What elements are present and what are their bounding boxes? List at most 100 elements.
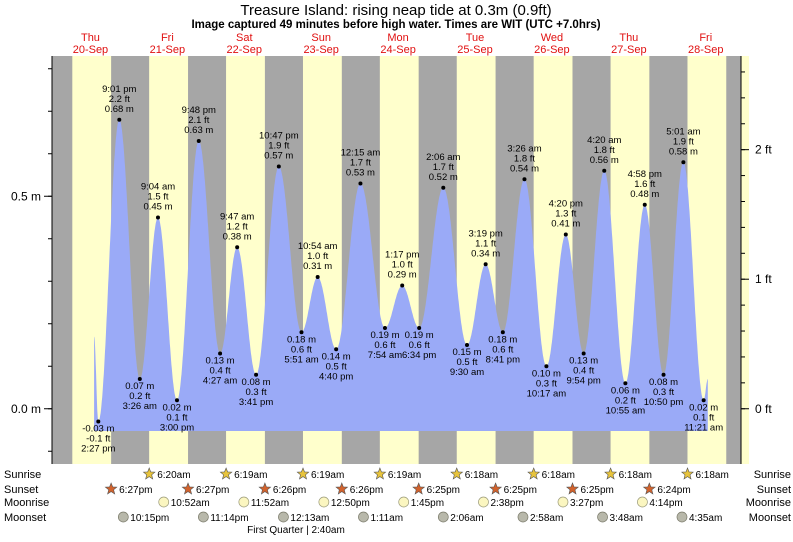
tide-point-high bbox=[681, 160, 686, 165]
sunrise-row-label-right: Sunrise bbox=[754, 469, 791, 481]
tide-label-high: 0.57 m bbox=[264, 151, 293, 162]
moon-phase-label: First Quarter | 2:40am bbox=[247, 525, 345, 536]
tide-label-high: 0.63 m bbox=[184, 125, 213, 136]
tide-label-high: 0.48 m bbox=[630, 189, 659, 200]
tide-label-high: 0.38 m bbox=[223, 231, 252, 242]
moonset-icon bbox=[117, 511, 129, 523]
tide-point-low bbox=[299, 330, 304, 335]
tide-point-high bbox=[602, 168, 607, 173]
moonrise-icon bbox=[158, 496, 170, 508]
sunset-time: 6:26pm bbox=[350, 485, 383, 496]
sunset-icon bbox=[258, 482, 272, 495]
tide-label-low: 10:17 am bbox=[527, 388, 567, 399]
right-margin-band bbox=[741, 56, 749, 464]
tide-label-high: 0.41 m bbox=[551, 219, 580, 230]
tide-label-low: 10:55 am bbox=[606, 405, 646, 416]
tide-label-high: 1.3 ft bbox=[555, 209, 576, 220]
tide-label-high: 0.53 m bbox=[346, 168, 375, 179]
moonrise-time: 2:38pm bbox=[490, 498, 523, 509]
moonrise-time: 4:14pm bbox=[649, 498, 682, 509]
chart-title: Treasure Island: rising neap tide at 0.3… bbox=[240, 2, 551, 19]
sunset-row-label-left: Sunset bbox=[4, 484, 38, 496]
sunset-icon bbox=[104, 482, 118, 495]
tide-label-low: 0.6 ft bbox=[492, 344, 513, 355]
moonset-time: 2:06am bbox=[450, 513, 483, 524]
sunset-time: 6:24pm bbox=[657, 485, 690, 496]
moonrise-time: 12:50pm bbox=[331, 498, 370, 509]
sunset-icon bbox=[489, 482, 503, 495]
moonset-time: 2:58am bbox=[530, 513, 563, 524]
tide-label-high: 1.1 ft bbox=[475, 238, 496, 249]
sunrise-icon bbox=[142, 467, 156, 480]
day-weekday-label: Wed bbox=[541, 32, 563, 44]
tide-point-high bbox=[441, 185, 446, 190]
tide-label-low: 0.19 m bbox=[370, 330, 399, 341]
tide-label-high: 0.58 m bbox=[669, 146, 698, 157]
moonrise-icon bbox=[398, 496, 410, 508]
day-weekday-label: Thu bbox=[619, 32, 638, 44]
tide-label-high: 0.45 m bbox=[143, 202, 172, 213]
tide-point-high bbox=[563, 232, 568, 237]
moonset-icon bbox=[597, 511, 608, 523]
moonset-icon bbox=[358, 511, 369, 523]
sunrise-time: 6:20am bbox=[157, 470, 190, 481]
tide-label-low: 10:50 pm bbox=[644, 397, 684, 408]
day-date-label: 27-Sep bbox=[611, 44, 646, 56]
tide-label-high: 9:48 pm bbox=[182, 105, 216, 116]
moonset-time: 12:13am bbox=[290, 513, 329, 524]
sunrise-icon bbox=[373, 467, 387, 480]
tide-label-high: 10:54 am bbox=[298, 241, 338, 252]
moonset-row-label-right: Moonset bbox=[749, 512, 791, 524]
moonrise-row-label-left: Moonrise bbox=[4, 497, 49, 509]
tide-label-low: 3:41 pm bbox=[239, 397, 273, 408]
sunrise-time: 6:18am bbox=[695, 470, 728, 481]
tide-label-high: 1:17 pm bbox=[385, 250, 419, 261]
sunrise-icon bbox=[450, 467, 464, 480]
sunrise-icon bbox=[219, 467, 233, 480]
moonrise-icon bbox=[637, 496, 648, 508]
tide-point-high bbox=[315, 275, 320, 279]
tide-label-high: 2:06 am bbox=[426, 152, 460, 163]
tide-point-low bbox=[661, 372, 666, 377]
tide-label-low: 0.06 m bbox=[611, 385, 640, 396]
sunset-icon bbox=[642, 482, 656, 495]
day-weekday-label: Sun bbox=[311, 32, 331, 44]
sunset-time: 6:26pm bbox=[273, 485, 306, 496]
sunset-time: 6:25pm bbox=[580, 485, 613, 496]
tide-label-low: 6:34 pm bbox=[402, 350, 436, 361]
tide-label-high: 0.68 m bbox=[105, 104, 134, 115]
tide-label-high: 1.0 ft bbox=[392, 260, 413, 271]
tide-label-low: 7:54 am bbox=[368, 350, 402, 361]
tide-label-low: 0.10 m bbox=[532, 368, 561, 379]
sunset-icon bbox=[181, 482, 195, 495]
moonset-time: 3:48am bbox=[610, 513, 643, 524]
tide-label-low: 0.2 ft bbox=[615, 395, 636, 406]
tide-label-high: 4:58 pm bbox=[628, 169, 662, 180]
tide-point-low bbox=[500, 330, 505, 335]
tide-label-high: 1.9 ft bbox=[268, 141, 289, 152]
day-date-label: 20-Sep bbox=[73, 44, 108, 56]
tide-point-high bbox=[522, 177, 527, 182]
tide-label-low: 0.15 m bbox=[452, 347, 481, 358]
tide-labels: -0.03 m-0.1 ft2:27 pm 9:01 pm2.2 ft0.68 m… bbox=[81, 84, 723, 455]
day-weekday-label: Sat bbox=[236, 32, 253, 44]
day-weekday-label: Fri bbox=[699, 32, 712, 44]
tide-point-low bbox=[137, 377, 142, 381]
tide-label-low: 0.08 m bbox=[242, 377, 271, 388]
moonset-icon bbox=[437, 511, 449, 523]
tide-label-low: 0.18 m bbox=[488, 334, 517, 345]
moonset-time: 11:14pm bbox=[210, 513, 248, 524]
tide-label-high: 9:47 am bbox=[220, 211, 254, 222]
tide-label-low: 0.02 m bbox=[162, 402, 191, 413]
tide-point-high bbox=[155, 215, 160, 220]
sunrise-time: 6:18am bbox=[542, 470, 575, 481]
tide-point-low bbox=[701, 398, 706, 403]
sunset-row-label-right: Sunset bbox=[757, 484, 791, 496]
tide-point-low bbox=[623, 381, 628, 386]
tide-point-low bbox=[382, 326, 387, 330]
tide-label-high: 9:01 pm bbox=[102, 84, 136, 95]
tide-label-high: 10:47 pm bbox=[259, 131, 299, 142]
sunset-icon bbox=[566, 482, 579, 495]
tide-label-low: 4:40 pm bbox=[319, 371, 353, 382]
